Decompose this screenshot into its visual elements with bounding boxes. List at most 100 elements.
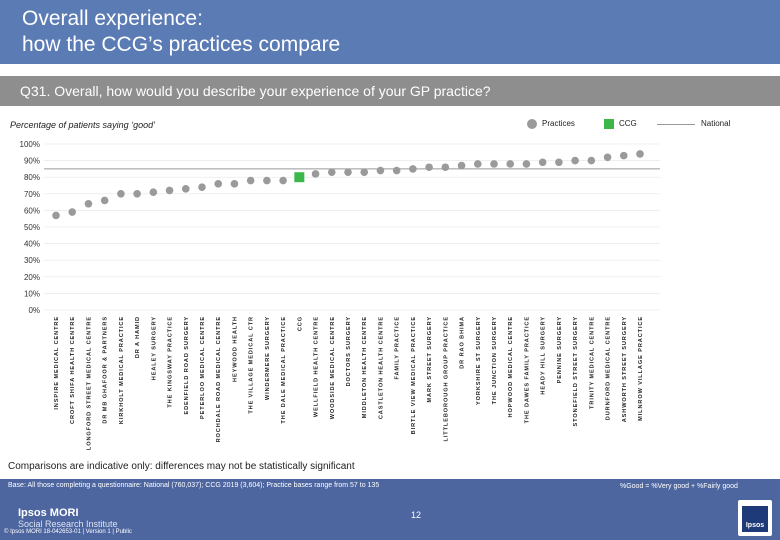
practice-point <box>149 188 158 196</box>
practice-point <box>376 166 385 175</box>
ipsos-logo: Ipsos <box>738 500 772 536</box>
y-tick-label: 70% <box>24 190 40 199</box>
page-title: Overall experience: how the CCG’s practi… <box>22 6 340 58</box>
x-tick-label: THE KINGSWAY PRACTICE <box>168 316 174 408</box>
y-tick-label: 10% <box>24 289 40 298</box>
x-tick-label: KIRKHOLT MEDICAL PRACTICE <box>119 316 125 424</box>
practice-point <box>133 190 141 198</box>
practice-point <box>571 156 579 165</box>
x-tick-label: DR MB GHAFOOR & PARTNERS <box>103 316 109 424</box>
practice-point <box>603 153 612 162</box>
practice-point <box>538 158 547 167</box>
x-tick-label: TRINITY MEDICAL CENTRE <box>589 316 595 409</box>
legend-ccg-marker <box>604 119 614 129</box>
practice-point <box>84 199 93 208</box>
x-tick-label: WOODSIDE MEDICAL CENTRE <box>330 316 336 419</box>
practice-point <box>409 165 417 173</box>
footer-bar <box>0 479 780 540</box>
y-tick-label: 50% <box>24 223 40 232</box>
legend-national-marker <box>657 124 695 125</box>
x-tick-label: CASTLETON HEALTH CENTRE <box>378 316 384 419</box>
x-tick-label: STONEFIELD STREET SURGERY <box>573 316 579 426</box>
practice-point <box>392 166 401 175</box>
y-tick-label: 0% <box>28 306 40 315</box>
x-tick-label: HEALEY SURGERY <box>151 316 157 380</box>
practice-point <box>587 156 596 165</box>
x-tick-label: DURNFORD MEDICAL CENTRE <box>606 316 612 420</box>
question-bar <box>0 76 780 106</box>
base-note: Base: All those completing a questionnai… <box>8 482 380 489</box>
practice-point <box>425 163 433 172</box>
ipsos-logo-mark: Ipsos <box>742 506 768 532</box>
x-tick-label: ASHWORTH STREET SURGERY <box>622 316 628 422</box>
y-tick-label: 80% <box>24 173 40 182</box>
ccg-point <box>294 172 305 183</box>
legend-national-label: National <box>701 119 731 128</box>
practice-point <box>198 183 206 191</box>
x-tick-label: FAMILY PRACTICE <box>395 316 401 380</box>
x-tick-label: THE JUNCTION SURGERY <box>492 316 498 404</box>
x-tick-label: EDENFIELD ROAD SURGERY <box>184 316 190 415</box>
x-tick-label: MARK STREET SURGERY <box>427 316 433 403</box>
good-formula: %Good = %Very good + %Fairly good <box>620 483 738 490</box>
practice-point <box>506 160 515 168</box>
y-tick-label: 60% <box>24 206 40 215</box>
practice-point <box>230 180 239 188</box>
ipsos-logo-text: Ipsos <box>745 522 765 529</box>
title-line-1: Overall experience: <box>22 7 203 30</box>
practice-point <box>457 161 466 170</box>
practice-point <box>279 176 287 185</box>
comparison-note: Comparisons are indicative only: differe… <box>8 461 355 472</box>
legend-practices-label: Practices <box>542 119 575 128</box>
practice-point <box>490 160 498 168</box>
x-tick-label: WELLFIELD HEALTH CENTRE <box>314 316 320 417</box>
practice-point <box>522 160 531 168</box>
brand-name: Ipsos MORI <box>18 507 79 519</box>
x-tick-label: DOCTORS SURGERY <box>346 316 352 386</box>
practice-point <box>555 158 563 167</box>
legend-ccg-label: CCG <box>619 119 637 128</box>
x-tick-label: PETERLOO MEDICAL CENTRE <box>200 316 206 419</box>
x-tick-label: THE DALE MEDICAL PRACTICE <box>281 316 287 424</box>
copyright-line: © Ipsos MORI 18-042653-01 | Version 1 | … <box>4 529 132 535</box>
practice-point <box>311 170 320 178</box>
practice-point <box>473 160 482 168</box>
practice-point <box>441 163 450 172</box>
x-tick-label: THE VILLAGE MEDICAL CTR <box>249 316 255 414</box>
y-tick-label: 20% <box>24 273 40 282</box>
x-tick-label: BIRTLE VIEW MEDICAL PRACTICE <box>411 316 417 434</box>
x-tick-label: INSPIRE MEDICAL CENTRE <box>54 316 60 410</box>
x-tick-label: WINDERMERE SURGERY <box>265 316 271 400</box>
practice-point <box>165 186 174 195</box>
x-tick-label: MILNROW VILLAGE PRACTICE <box>638 316 644 421</box>
x-tick-label: PENNINE SURGERY <box>557 316 563 383</box>
x-tick-label: ROCHDALE ROAD MEDICAL CENTRE <box>216 316 222 442</box>
practice-point <box>344 168 352 177</box>
brand-subtitle: Social Research Institute <box>18 519 118 529</box>
header-bar <box>0 0 780 64</box>
practice-point <box>246 176 255 185</box>
y-tick-label: 100% <box>20 140 40 149</box>
practice-point <box>214 180 223 188</box>
x-tick-label: YORKSHIRE ST SURGERY <box>476 316 482 405</box>
x-tick-label: HOPWOOD MEDICAL CENTRE <box>508 316 514 417</box>
x-tick-label: DR RAO BHIMA <box>460 316 466 369</box>
page-number: 12 <box>411 510 422 520</box>
y-tick-label: 30% <box>24 256 40 265</box>
chart-subtitle: Percentage of patients saying ‘good’ <box>10 120 156 130</box>
x-tick-label: HEADY HILL SURGERY <box>541 316 547 395</box>
practice-point <box>327 168 336 177</box>
practice-point <box>181 185 190 193</box>
question-text: Q31. Overall, how would you describe you… <box>20 83 491 99</box>
practice-point <box>117 190 125 198</box>
x-tick-label: LITTLEBOROUGH GROUP PRACTICE <box>443 316 449 441</box>
y-tick-label: 40% <box>24 240 40 249</box>
x-tick-label: HEYWOOD HEALTH <box>232 316 238 382</box>
x-tick-label: CCG <box>297 316 303 331</box>
x-tick-label: MIDDLETON HEALTH CENTRE <box>362 316 368 418</box>
legend-practices-marker <box>527 119 537 129</box>
practice-point <box>52 211 60 220</box>
x-tick-label: THE DAWES FAMILY PRACTICE <box>524 316 530 423</box>
practice-point <box>100 196 109 205</box>
